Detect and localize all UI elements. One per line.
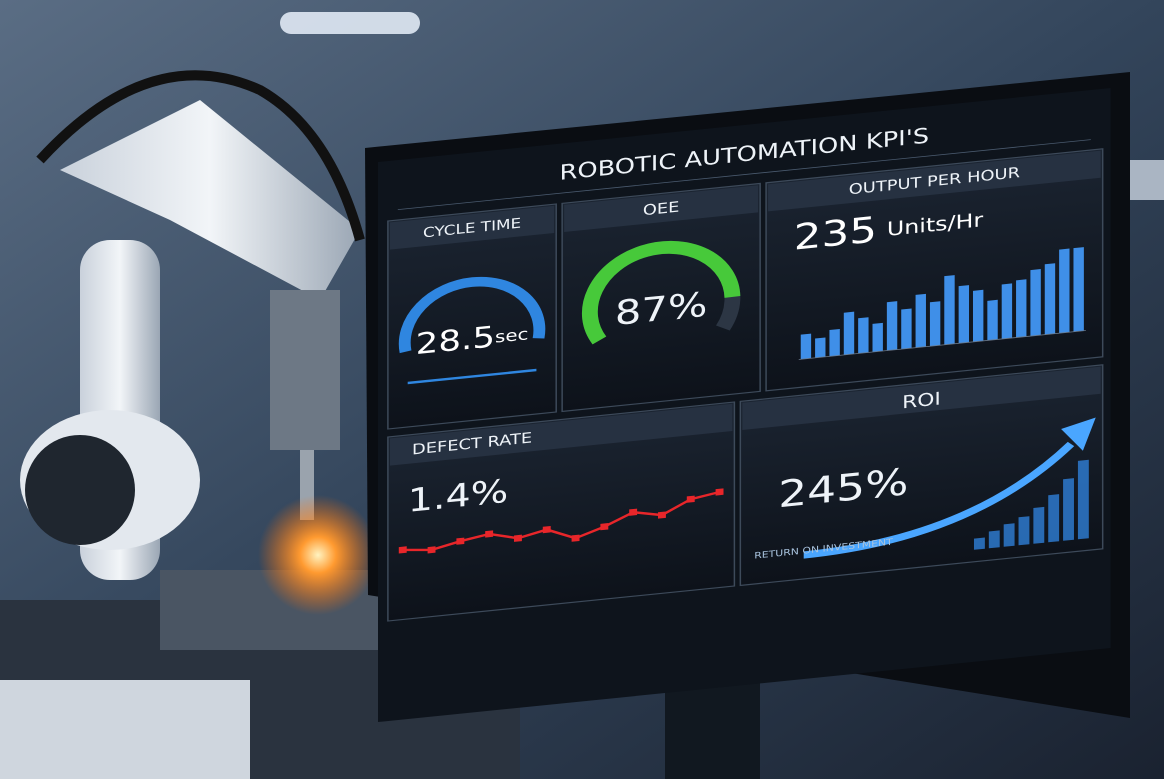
- oee-gauge-fill: [581, 240, 741, 345]
- output-bar: [972, 289, 984, 342]
- defect-point: [715, 488, 724, 496]
- roi-bar: [973, 537, 985, 550]
- output-bar: [858, 317, 869, 354]
- oee-panel-header: [564, 185, 759, 233]
- cycle-gauge: [398, 276, 546, 354]
- defect-line: [402, 490, 720, 552]
- output-bar: [872, 322, 883, 353]
- roi-bar: [988, 530, 1000, 549]
- arm-upper: [60, 100, 360, 300]
- window-light: [1130, 160, 1164, 200]
- output-bar: [1073, 247, 1084, 332]
- defect-point: [542, 525, 551, 534]
- defect-point: [686, 495, 695, 503]
- output-bar: [1030, 269, 1041, 337]
- defect-point: [600, 523, 609, 531]
- output-bar: [1016, 279, 1027, 338]
- output-bar: [886, 301, 898, 351]
- defect-point: [485, 530, 494, 538]
- cycle-time-value: 28.5sec: [416, 316, 529, 361]
- roi-bar: [1048, 494, 1060, 543]
- output-bar: [1059, 248, 1070, 334]
- output-panel-header: [768, 150, 1101, 212]
- roi-bar: [1018, 516, 1030, 546]
- oee-panel: [561, 182, 761, 413]
- roi-arrow: [803, 441, 1075, 559]
- output-bar: [915, 293, 926, 348]
- roi-bar: [1003, 523, 1015, 547]
- output-bar: [929, 301, 941, 347]
- defect-point: [629, 508, 638, 516]
- output-bar: [815, 337, 826, 358]
- cable: [36, 70, 365, 242]
- tool-head: [270, 290, 340, 450]
- cycle-time-number: 28.5: [416, 320, 495, 362]
- defect-point: [513, 534, 522, 542]
- arm-joint-cap: [25, 435, 135, 545]
- cycle-gauge-base: [407, 368, 537, 385]
- panel-label: ROI: [902, 388, 941, 412]
- output-bar: [944, 275, 955, 345]
- ceiling-light: [280, 12, 420, 34]
- output-number: 235: [794, 209, 877, 258]
- cycle-time-panel-header: [389, 205, 555, 250]
- output-bar: [829, 328, 840, 357]
- defect-panel-header: [389, 403, 733, 466]
- output-bar: [843, 311, 855, 355]
- oee-value: 87%: [615, 285, 707, 333]
- cycle-time-unit: sec: [495, 325, 528, 347]
- output-bar: [901, 308, 912, 350]
- defect-point: [571, 534, 580, 542]
- machine-base: [0, 680, 250, 779]
- defect-point: [657, 511, 666, 519]
- roi-arrowhead: [1061, 417, 1096, 451]
- output-bar: [958, 285, 970, 344]
- defect-point: [427, 546, 436, 554]
- panel-label: OEE: [643, 198, 680, 219]
- output-bar: [800, 333, 812, 360]
- defect-point: [398, 546, 407, 554]
- output-bar: [1044, 263, 1056, 335]
- roi-bar: [1033, 506, 1045, 544]
- output-bar: [1001, 283, 1013, 340]
- roi-bar: [1063, 478, 1074, 541]
- output-bar: [987, 299, 998, 341]
- title-rule: [397, 139, 1091, 211]
- output-axis: [798, 330, 1086, 360]
- defect-point: [456, 537, 465, 545]
- roi-bar: [1077, 459, 1089, 540]
- roi-panel-header: [742, 366, 1101, 431]
- sparks: [258, 495, 378, 615]
